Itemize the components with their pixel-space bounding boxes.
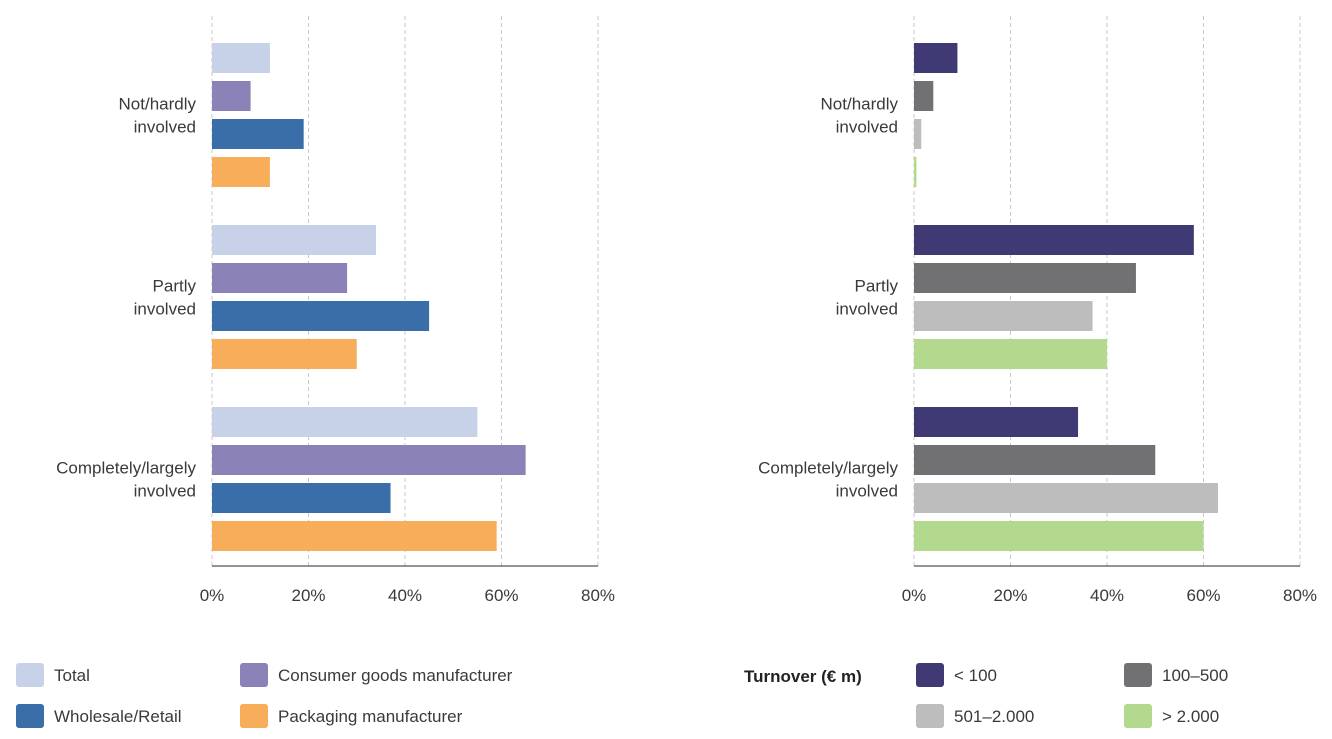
- legend-right: Turnover (€ m) < 100 100–500 501–2.000 > 2.0…: [744, 663, 1228, 728]
- bar-100-500-partly-involved: [914, 263, 1136, 293]
- category-label: Not/hardly: [119, 95, 197, 114]
- bar-501-2-000-not-hardly-involved: [914, 119, 922, 149]
- legend-left: Total Consumer goods manufacturer Wholesal…: [16, 663, 513, 728]
- bar-consumer-goods-manufacturer-not-hardly-involved: [212, 81, 251, 111]
- legend-title: Turnover (€ m): [744, 667, 862, 686]
- x-tick-label: 20%: [993, 586, 1027, 605]
- x-tick-label: 0%: [200, 586, 225, 605]
- bar-wholesale-retail-not-hardly-involved: [212, 119, 304, 149]
- bar-501-2-000-completely-largely-involved: [914, 483, 1218, 513]
- legend-label: Packaging manufacturer: [278, 707, 463, 726]
- category-label: Partly: [855, 277, 899, 296]
- category-label: involved: [134, 118, 196, 137]
- chart-right: 0% 20% 40% 60% 80% Not/hardly involved Partly in…: [758, 16, 1317, 605]
- bar-100-completely-largely-involved: [914, 407, 1079, 437]
- category-label: Completely/largely: [56, 459, 196, 478]
- bar-total-partly-involved: [212, 225, 377, 255]
- bar-packaging-manufacturer-partly-involved: [212, 339, 357, 369]
- category-label: Partly: [153, 277, 197, 296]
- bar-total-not-hardly-involved: [212, 43, 270, 73]
- bar-packaging-manufacturer-completely-largely-involved: [212, 521, 497, 551]
- bar-2-000-completely-largely-involved: [914, 521, 1204, 551]
- category-label: involved: [836, 118, 898, 137]
- bar-100-500-completely-largely-involved: [914, 445, 1156, 475]
- category-label: involved: [134, 482, 196, 501]
- legend-label: Wholesale/Retail: [54, 707, 182, 726]
- bar-100-not-hardly-involved: [914, 43, 958, 73]
- legend-label: 501–2.000: [954, 707, 1034, 726]
- legend-label: Total: [54, 666, 90, 685]
- legend-swatch-100-500: [1124, 663, 1152, 687]
- legend-label: Consumer goods manufacturer: [278, 666, 513, 685]
- legend-swatch-consumer-goods-manufacturer: [240, 663, 268, 687]
- category-label: involved: [836, 482, 898, 501]
- legend-label: 100–500: [1162, 666, 1228, 685]
- legend-swatch-total: [16, 663, 44, 687]
- bar-2-000-not-hardly-involved: [914, 157, 917, 187]
- legend-label: > 2.000: [1162, 707, 1219, 726]
- legend-swatch-2-000: [1124, 704, 1152, 728]
- bar-packaging-manufacturer-not-hardly-involved: [212, 157, 270, 187]
- legend-swatch-wholesale-retail: [16, 704, 44, 728]
- category-label: Completely/largely: [758, 459, 898, 478]
- chart-left: 0% 20% 40% 60% 80% Not/hardly involved Partly in…: [56, 16, 615, 605]
- x-tick-label: 40%: [388, 586, 422, 605]
- bar-consumer-goods-manufacturer-partly-involved: [212, 263, 348, 293]
- category-label: involved: [134, 300, 196, 319]
- x-tick-label: 40%: [1090, 586, 1124, 605]
- x-tick-label: 20%: [291, 586, 325, 605]
- x-tick-label: 0%: [902, 586, 927, 605]
- legend-swatch-packaging-manufacturer: [240, 704, 268, 728]
- bar-wholesale-retail-completely-largely-involved: [212, 483, 391, 513]
- legend-swatch-501-2-000: [916, 704, 944, 728]
- bar-consumer-goods-manufacturer-completely-largely-involved: [212, 445, 526, 475]
- legend-swatch-100: [916, 663, 944, 687]
- x-tick-label: 60%: [1186, 586, 1220, 605]
- bar-2-000-partly-involved: [914, 339, 1107, 369]
- x-tick-label: 80%: [581, 586, 615, 605]
- x-tick-label: 60%: [484, 586, 518, 605]
- bar-501-2-000-partly-involved: [914, 301, 1093, 331]
- bar-wholesale-retail-partly-involved: [212, 301, 430, 331]
- bar-total-completely-largely-involved: [212, 407, 478, 437]
- x-tick-label: 80%: [1283, 586, 1317, 605]
- category-label: Not/hardly: [821, 95, 899, 114]
- legend-label: < 100: [954, 666, 997, 685]
- bar-100-500-not-hardly-involved: [914, 81, 934, 111]
- category-label: involved: [836, 300, 898, 319]
- bar-100-partly-involved: [914, 225, 1194, 255]
